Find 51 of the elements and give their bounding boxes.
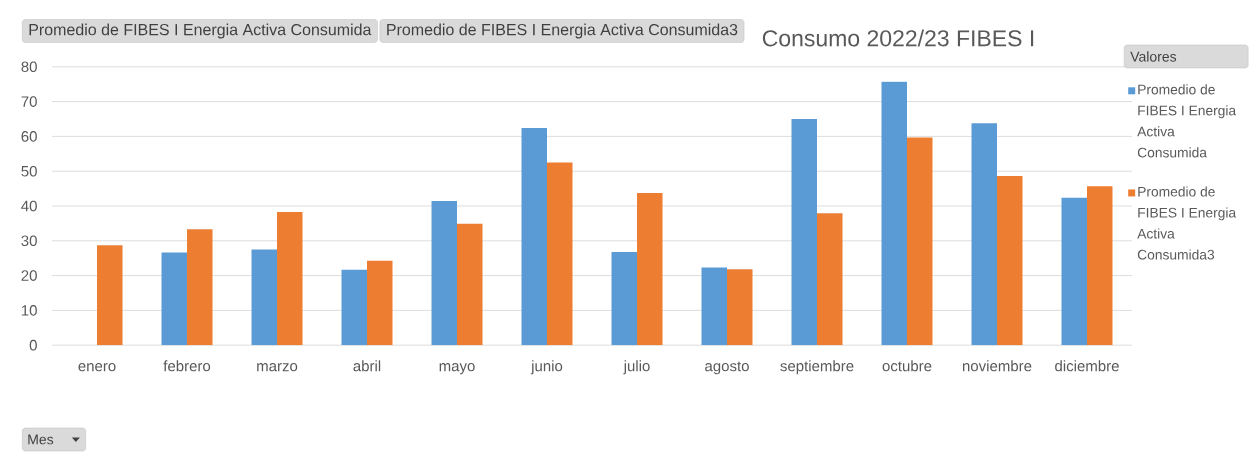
y-tick-label: 0 [29,339,37,351]
x-tick-label: julio [623,360,650,375]
x-tick-label: junio [530,360,563,375]
y-tick-label: 50 [21,165,37,177]
text: Promedio de FIBES I Energia Activa Consumida3 [387,23,738,39]
x-tick-label: marzo [257,363,298,372]
x-tick-label: enero [78,363,116,372]
bar [971,123,997,346]
legend-label: Promedio de FIBES I Energia Activa Consumida3 [1137,186,1237,260]
bar [521,128,547,346]
x-tick-label: agosto [705,361,749,375]
y-tick-label: 10 [21,305,37,316]
x-tick-label: mayo [439,363,475,375]
bar [637,193,663,346]
bar [277,211,303,346]
bar [907,137,933,346]
text: Promedio de FIBES I Energia Activa Consumida [29,23,372,39]
bar [881,81,907,346]
y-tick-label: 30 [21,235,37,247]
bar [547,162,573,346]
legend-label: Promedio de FIBES I Energia Activa Consumida [1137,84,1237,158]
bar [817,213,843,346]
chart-title: Consumo 2022/23 FIBES I [762,29,1034,47]
bar [791,119,817,346]
bar [251,249,278,346]
y-tick-label: 80 [21,61,37,73]
y-tick-label: 40 [21,200,37,212]
x-tick-label: septiembre [780,360,854,375]
bar [187,229,213,346]
y-tick-label: 70 [21,96,37,107]
bar [161,252,188,346]
y-tick-label: 60 [21,131,37,142]
bar [97,245,123,346]
bar [457,223,483,346]
bar [997,176,1023,346]
bar [701,267,727,346]
bar [431,201,458,346]
x-tick-label: diciembre [1055,360,1119,372]
bar [1061,197,1087,346]
legend-title: Valores [1130,51,1177,62]
x-tick-label: febrero [163,360,211,372]
bar [611,251,637,346]
x-tick-label: octubre [882,360,932,372]
x-tick-label: noviembre [962,360,1032,372]
x-axis-title: Mes [28,434,54,445]
bar [1086,186,1113,346]
bar [367,260,393,346]
y-tick-label: 20 [21,270,37,281]
bar [727,269,753,346]
x-tick-label: abril [353,360,381,372]
bar [341,269,368,346]
